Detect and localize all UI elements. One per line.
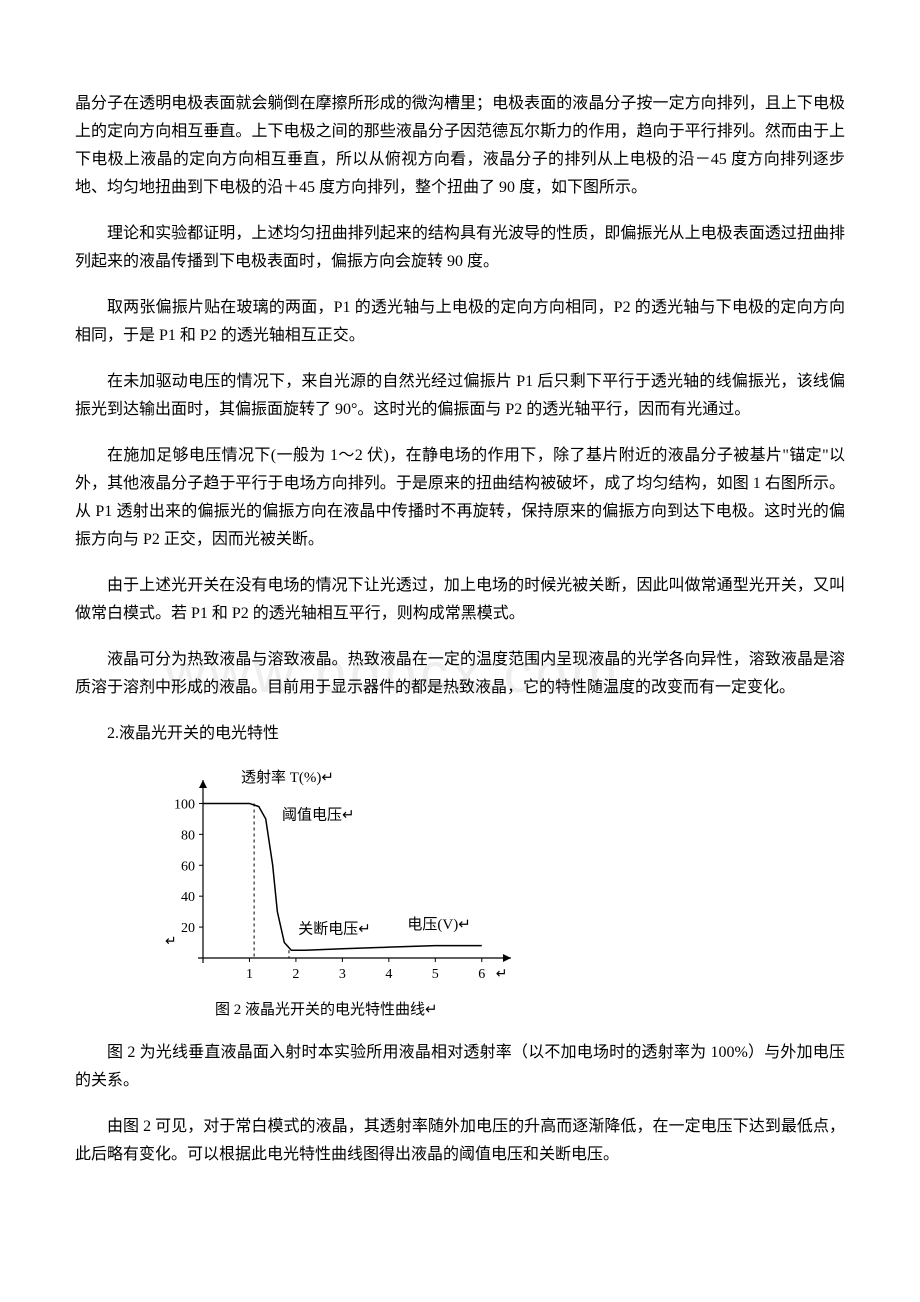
- svg-text:20: 20: [181, 921, 195, 936]
- svg-text:60: 60: [181, 859, 195, 874]
- svg-text:透射率 T(%)↵: 透射率 T(%)↵: [241, 769, 334, 786]
- svg-text:4: 4: [385, 967, 392, 982]
- paragraph-6: 由于上述光开关在没有电场的情况下让光透过，加上电场的时候光被关断，因此叫做常通型…: [75, 572, 845, 628]
- paragraph-5: 在施加足够电压情况下(一般为 1～2 伏)，在静电场的作用下，除了基片附近的液晶…: [75, 442, 845, 554]
- closing-paragraph-2: 由图 2 可见，对于常白模式的液晶，其透射率随外加电压的升高而逐渐降低，在一定电…: [75, 1113, 845, 1169]
- paragraph-2: 理论和实验都证明，上述均匀扭曲排列起来的结构具有光波导的性质，即偏振光从上电极表…: [75, 220, 845, 276]
- paragraph-1: 晶分子在透明电极表面就会躺倒在摩擦所形成的微沟槽里；电极表面的液晶分子按一定方向…: [75, 90, 845, 202]
- svg-text:80: 80: [181, 828, 195, 843]
- svg-text:3: 3: [339, 967, 346, 982]
- svg-text:↵: ↵: [496, 967, 508, 982]
- svg-text:40: 40: [181, 890, 195, 905]
- svg-text:电压(V)↵: 电压(V)↵: [407, 916, 470, 933]
- svg-text:100: 100: [174, 797, 195, 812]
- chart-caption-row: 图 2 液晶光开关的电光特性曲线↵: [155, 998, 845, 1019]
- closing-paragraph-1: 图 2 为光线垂直液晶面入射时本实验所用液晶相对透射率（以不加电场时的透射率为 …: [75, 1039, 845, 1095]
- paragraph-4: 在未加驱动电压的情况下，来自光源的自然光经过偏振片 P1 后只剩下平行于透光轴的…: [75, 368, 845, 424]
- electro-optic-chart: 20 40 60 80 100 1 2 3 4 5 6 ↵ 透射率 T(%)↵ 电压(V)↵ ↵ 阈值电压↵ 关…: [155, 766, 845, 1019]
- svg-text:阈值电压↵: 阈值电压↵: [282, 806, 355, 823]
- document-body: www.bdocx.com 晶分子在透明电极表面就会躺倒在摩擦所形成的微沟槽里；…: [75, 90, 845, 1169]
- section-heading: 2.液晶光开关的电光特性: [75, 720, 845, 748]
- svg-text:2: 2: [292, 967, 299, 982]
- paragraph-3: 取两张偏振片贴在玻璃的两面，P1 的透光轴与上电极的定向方向相同，P2 的透光轴…: [75, 294, 845, 350]
- svg-text:5: 5: [432, 967, 439, 982]
- return-symbol: ↵: [425, 1002, 438, 1018]
- paragraph-7: 液晶可分为热致液晶与溶致液晶。热致液晶在一定的温度范围内呈现液晶的光学各向异性，…: [75, 646, 845, 702]
- svg-text:↵: ↵: [165, 935, 177, 950]
- svg-text:关断电压↵: 关断电压↵: [298, 920, 371, 937]
- svg-text:6: 6: [478, 967, 485, 982]
- svg-text:1: 1: [246, 967, 253, 982]
- chart-caption: 图 2 液晶光开关的电光特性曲线: [215, 1002, 425, 1018]
- chart-svg: 20 40 60 80 100 1 2 3 4 5 6 ↵ 透射率 T(%)↵ 电压(V)↵ ↵ 阈值电压↵ 关…: [155, 766, 525, 996]
